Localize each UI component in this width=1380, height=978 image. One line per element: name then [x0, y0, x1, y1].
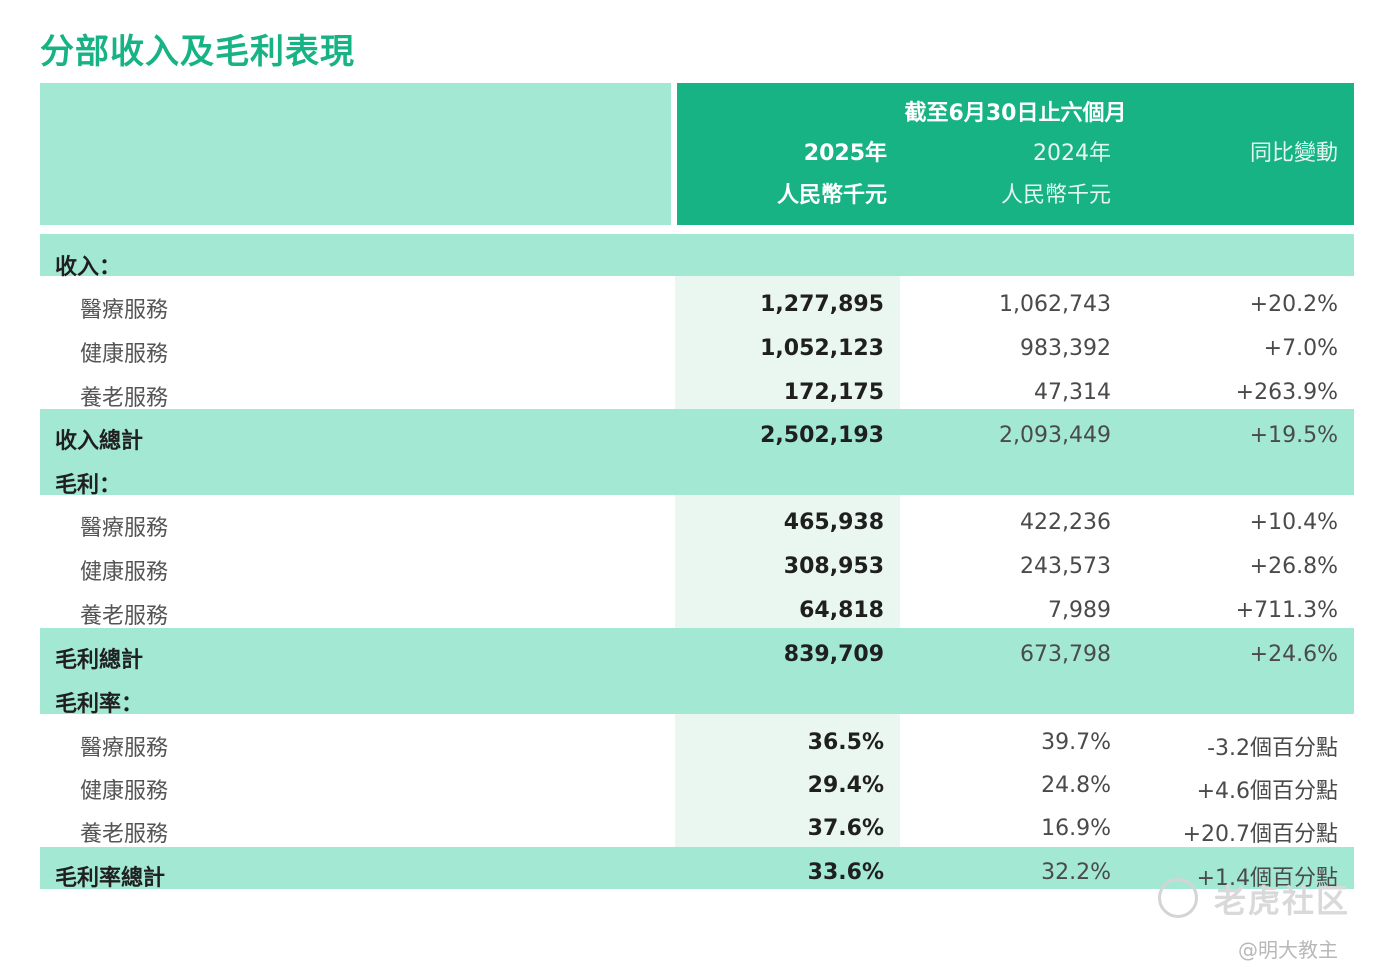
header-col-2024: 2024年 人民幣千元	[1001, 133, 1111, 217]
section-band-revenue	[40, 234, 1354, 276]
header-col-2025-year: 2025年	[803, 141, 887, 166]
row-label: 醫療服務	[80, 736, 169, 761]
value-2025: 308,953	[783, 554, 884, 579]
value-2025: 37.6%	[807, 816, 884, 841]
value-2024: 39.7%	[1041, 730, 1111, 755]
row-label: 養老服務	[80, 604, 169, 629]
value-2025: 465,938	[783, 510, 884, 535]
value-2024: 422,236	[1020, 510, 1111, 535]
value-2024: 983,392	[1020, 336, 1111, 361]
shade-2025-gp	[675, 495, 900, 628]
row-label: 毛利率總計	[55, 866, 166, 891]
section-revenue: 收入：	[40, 240, 1354, 284]
value-2024: 32.2%	[1041, 860, 1111, 885]
table-row: 健康服務 1,052,123 983,392 +7.0%	[40, 327, 1354, 371]
shade-2025-revenue	[675, 276, 900, 409]
value-2024: 47,314	[1034, 380, 1111, 405]
value-2024: 243,573	[1020, 554, 1111, 579]
table-row: 養老服務 172,175 47,314 +263.9%	[40, 371, 1354, 415]
value-change: +4.6個百分點	[1196, 779, 1338, 804]
value-2025: 29.4%	[807, 773, 884, 798]
row-label: 醫療服務	[80, 298, 169, 323]
page-title: 分部收入及毛利表現	[40, 32, 355, 72]
value-change: +263.9%	[1235, 380, 1338, 405]
header-col-change-label: 同比變動	[1249, 141, 1338, 166]
value-2025: 33.6%	[807, 860, 884, 885]
value-change: +7.0%	[1263, 336, 1338, 361]
row-label: 養老服務	[80, 822, 169, 847]
table-row: 醫療服務 1,277,895 1,062,743 +20.2%	[40, 283, 1354, 327]
value-2025: 2,502,193	[760, 423, 884, 448]
table-row-total: 收入總計 2,502,193 2,093,449 +19.5%	[40, 414, 1354, 458]
table-row-total: 毛利總計 839,709 673,798 +24.6%	[40, 633, 1354, 677]
section-band-revenue-total	[40, 409, 1354, 495]
value-2025: 839,709	[783, 642, 884, 667]
row-label: 健康服務	[80, 560, 169, 585]
header-right-block: 截至6月30日止六個月 2025年 人民幣千元 2024年 人民幣千元 同比變動	[677, 83, 1354, 225]
value-2025: 1,277,895	[760, 292, 884, 317]
watermark-brand: 老虎社区	[1214, 882, 1351, 920]
value-change: -3.2個百分點	[1207, 736, 1338, 761]
section-label: 毛利：	[55, 473, 122, 498]
header-period: 截至6月30日止六個月	[904, 101, 1127, 126]
row-label: 養老服務	[80, 386, 169, 411]
table-row-total: 毛利率總計 33.6% 32.2% +1.4個百分點	[40, 851, 1354, 895]
watermark-author: @明大教主	[1238, 938, 1338, 962]
header-left-block	[40, 83, 671, 225]
tiger-logo-icon	[1158, 878, 1198, 918]
value-2024: 2,093,449	[999, 423, 1111, 448]
row-label: 健康服務	[80, 342, 169, 367]
value-2025: 64,818	[799, 598, 884, 623]
section-band-gp-total	[40, 628, 1354, 714]
table-row: 醫療服務 465,938 422,236 +10.4%	[40, 501, 1354, 545]
section-gross-profit: 毛利：	[40, 458, 1354, 502]
value-change: +20.7個百分點	[1182, 822, 1338, 847]
value-change: +24.6%	[1249, 642, 1338, 667]
value-2025: 36.5%	[807, 730, 884, 755]
row-label: 毛利總計	[55, 648, 144, 673]
row-label: 醫療服務	[80, 516, 169, 541]
row-label: 收入總計	[55, 429, 144, 454]
table-row: 醫療服務 36.5% 39.7% -3.2個百分點	[40, 721, 1354, 765]
section-band-margin-total	[40, 847, 1354, 889]
header-col-2025: 2025年 人民幣千元	[777, 133, 887, 217]
row-label: 健康服務	[80, 779, 169, 804]
value-change: +20.2%	[1249, 292, 1338, 317]
value-change: +10.4%	[1249, 510, 1338, 535]
section-label: 收入：	[55, 255, 122, 280]
table-row: 養老服務 64,818 7,989 +711.3%	[40, 589, 1354, 633]
section-margin: 毛利率：	[40, 677, 1354, 721]
value-change: +1.4個百分點	[1196, 866, 1338, 891]
value-change: +711.3%	[1235, 598, 1338, 623]
value-2024: 673,798	[1020, 642, 1111, 667]
value-change: +26.8%	[1249, 554, 1338, 579]
value-2024: 24.8%	[1041, 773, 1111, 798]
value-2024: 16.9%	[1041, 816, 1111, 841]
table-row: 養老服務 37.6% 16.9% +20.7個百分點	[40, 807, 1354, 851]
value-2024: 7,989	[1048, 598, 1111, 623]
value-2025: 1,052,123	[760, 336, 884, 361]
value-2024: 1,062,743	[999, 292, 1111, 317]
table-row: 健康服務 29.4% 24.8% +4.6個百分點	[40, 764, 1354, 808]
value-2025: 172,175	[783, 380, 884, 405]
header-col-2024-unit: 人民幣千元	[1000, 183, 1111, 208]
shade-2025-margin	[675, 714, 900, 847]
header-col-2025-unit: 人民幣千元	[776, 183, 887, 208]
header-col-2024-year: 2024年	[1033, 141, 1111, 166]
table-row: 健康服務 308,953 243,573 +26.8%	[40, 545, 1354, 589]
header-col-change: 同比變動	[1250, 133, 1338, 175]
value-change: +19.5%	[1249, 423, 1338, 448]
section-label: 毛利率：	[55, 692, 144, 717]
